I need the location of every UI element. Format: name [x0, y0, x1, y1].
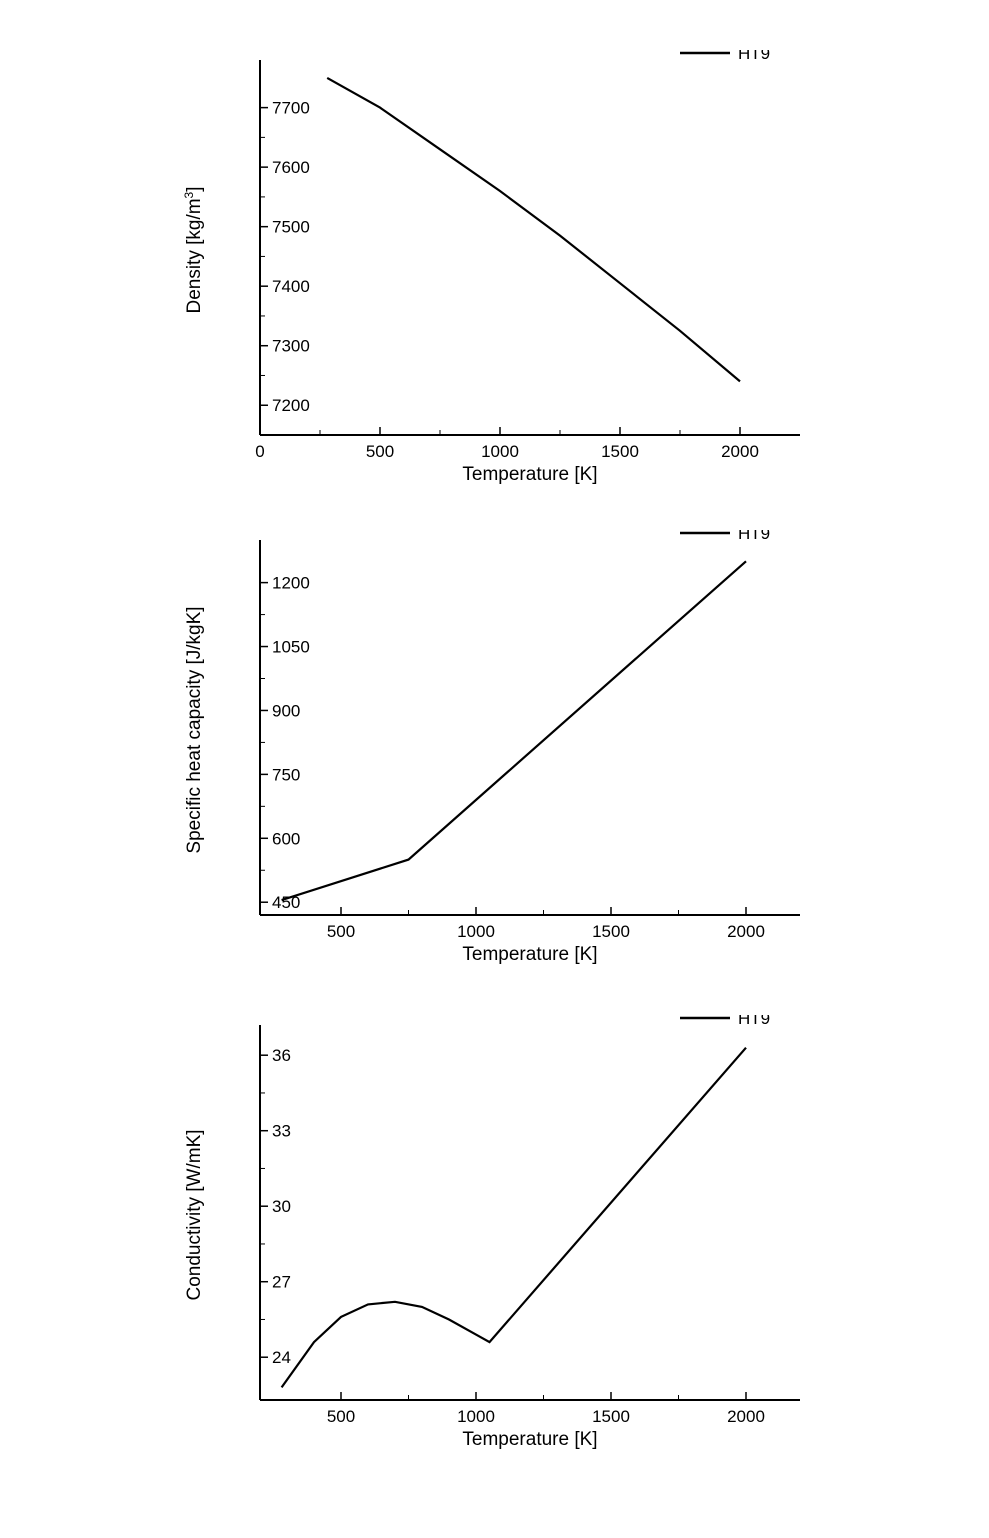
page: 0 500 1000 1500 2000 7200 7300 7400 7500 7600 770…: [0, 0, 989, 1538]
svg-text:30: 30: [272, 1197, 291, 1216]
cp-series: [282, 561, 746, 900]
svg-text:500: 500: [327, 1407, 355, 1426]
svg-text:0: 0: [255, 442, 264, 461]
density-series: [327, 78, 740, 382]
svg-text:1000: 1000: [481, 442, 519, 461]
svg-text:7300: 7300: [272, 337, 310, 356]
svg-text:7200: 7200: [272, 396, 310, 415]
svg-text:7600: 7600: [272, 158, 310, 177]
x-axis-label: Temperature [K]: [462, 1429, 597, 1450]
svg-text:7500: 7500: [272, 218, 310, 237]
k-series: [282, 1048, 746, 1388]
x-axis-label: Temperature [K]: [462, 944, 597, 965]
x-ticks: 500 1000 1500 2000: [327, 1392, 765, 1426]
y-ticks: 24 27 30 33 36: [260, 1046, 291, 1367]
svg-text:500: 500: [366, 442, 394, 461]
svg-text:1500: 1500: [601, 442, 639, 461]
x-ticks: 500 1000 1500 2000: [327, 907, 765, 941]
svg-text:1500: 1500: [592, 922, 630, 941]
cp-chart: 500100015002000 45060075090010501200 Tem…: [170, 530, 820, 970]
svg-text:2000: 2000: [727, 922, 765, 941]
plot-area: 500100015002000 45060075090010501200 Tem…: [184, 530, 800, 965]
svg-text:1000: 1000: [457, 1407, 495, 1426]
svg-text:900: 900: [272, 701, 300, 720]
density-chart: 0 500 1000 1500 2000 7200 7300 7400 7500 7600 770…: [170, 50, 820, 490]
y-axis-label: Specific heat capacity [J/kgK]: [184, 606, 205, 853]
svg-text:1050: 1050: [272, 638, 310, 657]
svg-text:36: 36: [272, 1046, 291, 1065]
svg-text:2000: 2000: [721, 442, 759, 461]
svg-text:1500: 1500: [592, 1407, 630, 1426]
x-axis-label: Temperature [K]: [462, 464, 597, 485]
k-chart: 500 1000 1500 2000 24 27 30 33 36 Temperature […: [170, 1015, 820, 1455]
plot-area: 500 1000 1500 2000 24 27 30 33 36 Temperature […: [184, 1015, 800, 1450]
svg-text:24: 24: [272, 1348, 291, 1367]
svg-text:1000: 1000: [457, 922, 495, 941]
svg-text:500: 500: [327, 922, 355, 941]
svg-text:7700: 7700: [272, 99, 310, 118]
y-ticks: 45060075090010501200: [260, 574, 310, 913]
legend-label: HT9: [738, 530, 770, 543]
legend: HT9: [680, 530, 770, 543]
x-ticks: 0 500 1000 1500 2000: [255, 427, 759, 461]
svg-text:1200: 1200: [272, 574, 310, 593]
svg-text:750: 750: [272, 765, 300, 784]
svg-text:33: 33: [272, 1122, 291, 1141]
y-axis-label: Conductivity [W/mK]: [184, 1129, 205, 1300]
legend-label: HT9: [738, 50, 770, 63]
svg-text:2000: 2000: [727, 1407, 765, 1426]
svg-text:27: 27: [272, 1273, 291, 1292]
svg-text:7400: 7400: [272, 277, 310, 296]
y-ticks: 7200 7300 7400 7500 7600 7700: [260, 99, 310, 416]
legend: HT9: [680, 1015, 770, 1028]
legend-label: HT9: [738, 1015, 770, 1028]
svg-text:600: 600: [272, 829, 300, 848]
plot-area: 0 500 1000 1500 2000 7200 7300 7400 7500 7600 770…: [182, 50, 800, 485]
y-axis-label: Density [kg/m3]: [182, 186, 205, 313]
legend: HT9: [680, 50, 770, 63]
